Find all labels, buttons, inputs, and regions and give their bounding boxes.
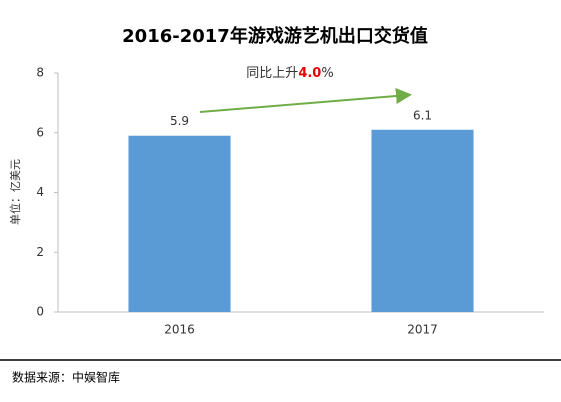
y-tick-label: 0 [36,305,44,319]
chart-title: 2016-2017年游戏游艺机出口交货值 [122,25,428,47]
x-tick-label: 2016 [164,323,195,337]
data-label: 5.9 [170,114,189,128]
annotation: 同比上升4.0% [246,66,333,81]
y-axis-label: 单位：亿美元 [8,159,22,225]
bar [128,135,231,312]
source: 数据来源：中娱智库 [12,370,120,385]
annotation-suffix: % [321,66,333,81]
x-tick-label: 2017 [407,323,438,337]
bar [371,129,474,312]
annotation-highlight: 4.0 [298,66,321,81]
y-tick-label: 8 [36,66,44,80]
trend-arrow [199,88,412,113]
data-label: 6.1 [413,108,432,122]
y-tick-label: 6 [36,125,44,139]
annotation-prefix: 同比上升 [246,66,298,81]
y-tick-label: 4 [36,185,44,199]
y-tick-label: 2 [36,245,44,259]
